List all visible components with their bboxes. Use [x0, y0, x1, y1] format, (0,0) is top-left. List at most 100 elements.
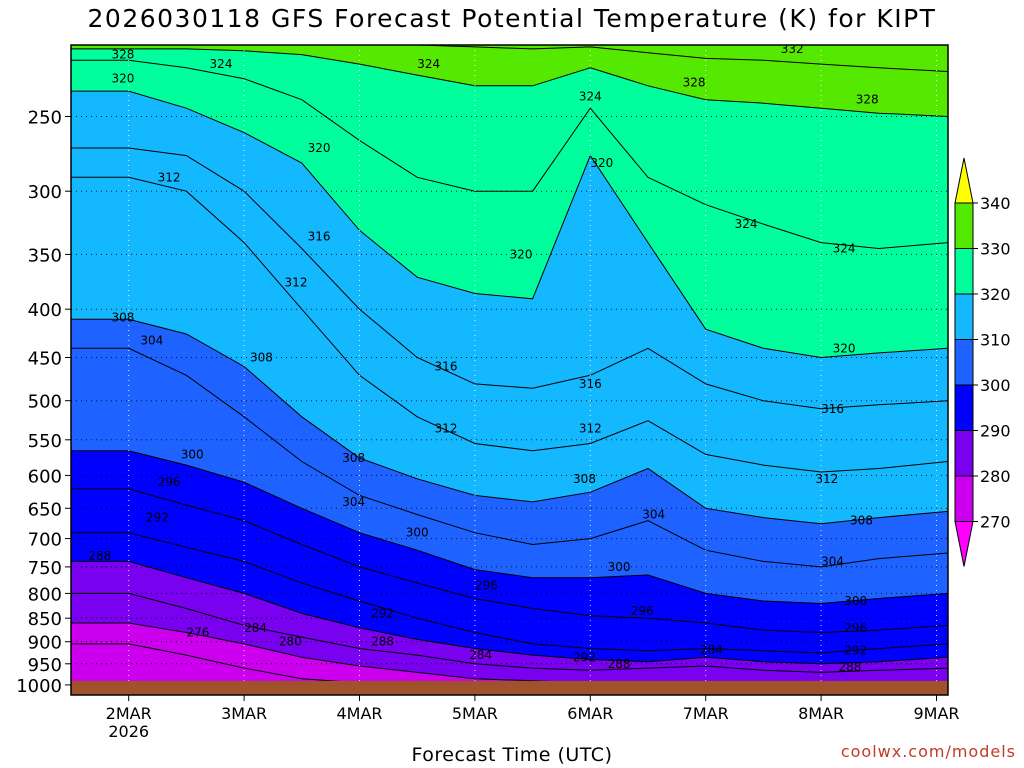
y-tick-label: 750 — [28, 558, 62, 579]
contour-label: 300 — [181, 447, 204, 461]
y-tick-label: 850 — [28, 609, 62, 630]
color-legend: 340 330 320 310 300 290 280 270 — [954, 157, 1011, 567]
isentrope-292 — [71, 532, 948, 654]
y-tick-label: 800 — [28, 584, 62, 605]
contour-label: 300 — [406, 526, 429, 540]
y-tick-label: 250 — [28, 108, 62, 129]
plot-frame — [70, 44, 949, 696]
y-tick-label: 400 — [28, 300, 62, 321]
contour-label: 312 — [815, 472, 838, 486]
legend-label: 340 — [980, 194, 1011, 213]
contour-label: 288 — [608, 657, 631, 671]
contour-label: 296 — [158, 475, 181, 489]
ground-surface — [71, 680, 948, 695]
y-tick-label: 900 — [28, 633, 62, 654]
x-tick-label: 6MAR — [567, 704, 613, 723]
legend-swatch — [954, 339, 974, 386]
isentrope-324 — [71, 59, 948, 250]
y-tick-label: 500 — [28, 392, 62, 413]
grid-lines — [71, 45, 948, 695]
contour-label: 284 — [469, 648, 492, 662]
contour-label: 316 — [435, 360, 458, 374]
contour-label: 320 — [510, 247, 533, 261]
y-tick-label: 950 — [28, 655, 62, 676]
credit-link[interactable]: coolwx.com/models — [840, 742, 1016, 761]
contour-labels: 328 324 320 324 332 328 324 328 320 320 312 324 316 3… — [88, 42, 879, 674]
y-tick-label: 650 — [28, 499, 62, 520]
contour-label: 288 — [88, 549, 111, 563]
isentrope-304 — [71, 347, 948, 568]
isentrope-284 — [71, 592, 948, 673]
x-axis-label: Forecast Time (UTC) — [411, 744, 613, 766]
legend-swatch — [954, 384, 974, 431]
contour-label: 324 — [210, 57, 233, 71]
contour-label: 304 — [642, 508, 665, 522]
legend-label: 300 — [980, 376, 1011, 395]
contour-label: 308 — [250, 351, 273, 365]
contour-label: 292 — [146, 511, 169, 525]
contour-label: 324 — [735, 217, 758, 231]
isentrope-288 — [71, 560, 948, 665]
color-bands — [71, 45, 948, 695]
legend-label: 320 — [980, 285, 1011, 304]
contour-label: 320 — [590, 156, 613, 170]
contour-label: 332 — [781, 42, 804, 56]
contour-label: 328 — [111, 48, 134, 62]
contour-label: 292 — [371, 606, 394, 620]
isentrope-296 — [71, 488, 948, 634]
y-tick-label: 350 — [28, 245, 62, 266]
contour-label: 292 — [844, 644, 867, 658]
contour-label: 296 — [844, 621, 867, 635]
y-tick-label: 300 — [28, 182, 62, 203]
contour-label: 280 — [279, 635, 302, 649]
contour-label: 316 — [579, 377, 602, 391]
contour-label: 312 — [579, 421, 602, 435]
legend-swatch — [954, 430, 974, 477]
legend-label: 270 — [980, 513, 1011, 532]
isentrope-316 — [71, 147, 948, 410]
contour-label: 276 — [186, 626, 209, 640]
x-tick-label: 5MAR — [452, 704, 498, 723]
contour-label: 312 — [285, 276, 308, 290]
y-axis: 250 300 350 400 450 500 550 600 650 700 750 800 850 9… — [16, 108, 71, 697]
contour-label: 292 — [573, 650, 596, 664]
y-tick-label: 600 — [28, 466, 62, 487]
y-tick-label: 450 — [28, 349, 62, 370]
x-tick-label: 7MAR — [683, 704, 729, 723]
isentrope-312 — [71, 176, 948, 473]
isentrope-320 — [71, 90, 948, 359]
contour-label: 288 — [838, 660, 861, 674]
contour-label: 324 — [417, 57, 440, 71]
contour-label: 324 — [833, 242, 856, 256]
contour-label: 328 — [683, 75, 706, 89]
contour-label: 308 — [573, 472, 596, 486]
contour-label: 284 — [700, 643, 723, 657]
contour-label: 320 — [111, 72, 134, 86]
legend-swatch — [954, 202, 974, 249]
contour-label: 288 — [371, 635, 394, 649]
isentrope-328 — [71, 48, 948, 117]
isentrope-308 — [71, 318, 948, 525]
contour-label: 300 — [844, 594, 867, 608]
legend-swatch — [954, 293, 974, 340]
legend-swatch — [954, 475, 974, 522]
legend-arrow-top — [954, 157, 974, 204]
contour-label: 304 — [821, 554, 844, 568]
contour-label: 304 — [140, 334, 163, 348]
contour-label: 312 — [158, 170, 181, 184]
legend-label: 310 — [980, 331, 1011, 350]
legend-label: 280 — [980, 467, 1011, 486]
x-tick-label: 3MAR — [221, 704, 267, 723]
contour-label: 328 — [856, 93, 879, 107]
legend-label: 330 — [980, 240, 1011, 259]
contour-label: 296 — [475, 579, 498, 593]
x-tick-year: 2026 — [108, 722, 149, 741]
x-tick-label: 4MAR — [336, 704, 382, 723]
isentrope-332 — [71, 45, 948, 72]
y-tick-label: 550 — [28, 431, 62, 452]
chart-title: 2026030118 GFS Forecast Potential Temper… — [87, 4, 937, 33]
legend-swatch — [954, 248, 974, 295]
contour-label: 316 — [821, 402, 844, 416]
